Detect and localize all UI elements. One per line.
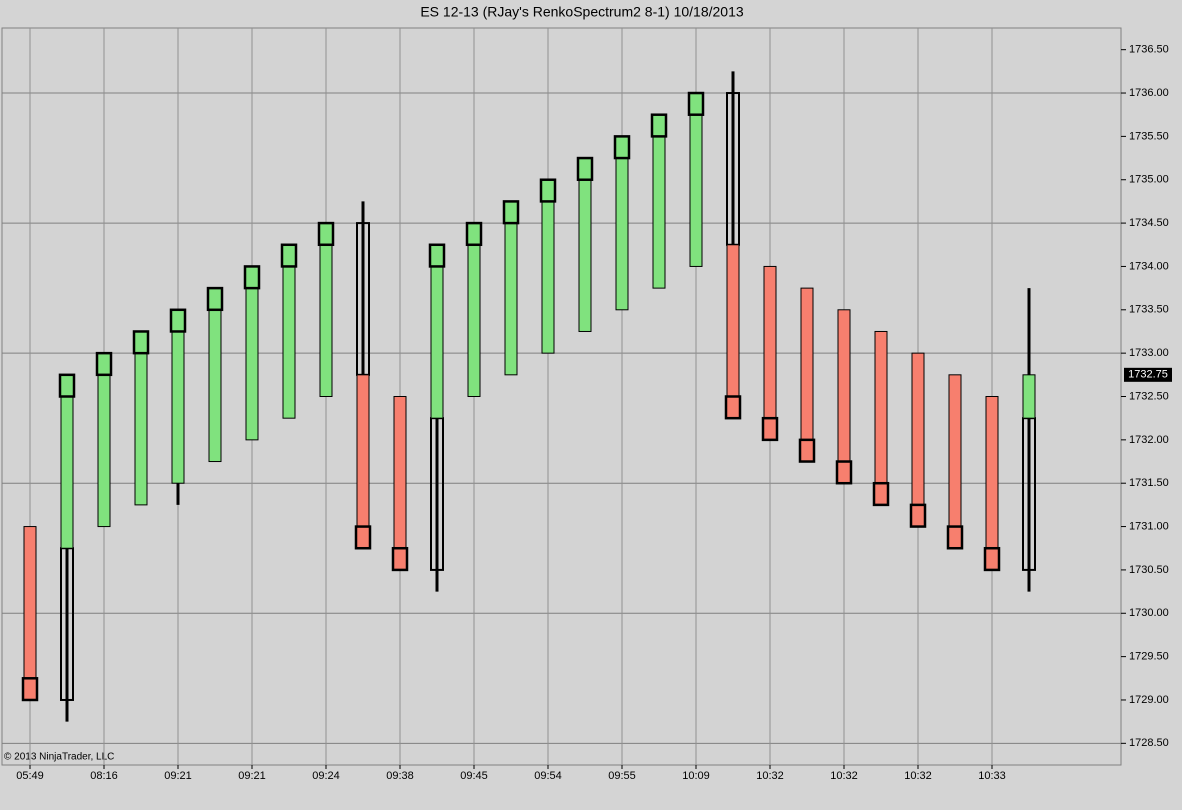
close-box: [95, 351, 113, 377]
last-price-label: 1732.75: [1128, 369, 1168, 381]
plot-area: [1, 27, 1122, 766]
x-tick-label: 09:45: [460, 770, 488, 782]
close-box: [687, 91, 705, 116]
x-tick-label: 10:32: [756, 770, 784, 782]
close-box: [502, 200, 520, 225]
x-tick-label: 09:55: [608, 770, 636, 782]
x-tick-label: 10:09: [682, 770, 710, 782]
x-tick-label: 05:49: [16, 770, 44, 782]
close-box: [539, 178, 557, 203]
y-tick-label: 1734.00: [1129, 260, 1169, 272]
close-box: [872, 481, 890, 507]
y-tick-label: 1730.00: [1129, 607, 1169, 619]
body: [319, 222, 333, 397]
y-tick-label: 1734.50: [1129, 217, 1169, 229]
x-tick-label: 10:32: [904, 770, 932, 782]
y-tick-label: 1732.00: [1129, 434, 1169, 446]
body: [837, 309, 851, 484]
x-tick-label: 10:32: [830, 770, 858, 782]
y-tick-label: 1736.00: [1129, 87, 1169, 99]
close-box: [983, 546, 1001, 572]
y-tick-label: 1733.50: [1129, 304, 1169, 316]
body: [541, 179, 555, 354]
close-box: [613, 135, 631, 160]
x-tick-label: 09:24: [312, 770, 340, 782]
body: [60, 374, 74, 549]
body: [208, 287, 222, 463]
body: [578, 157, 592, 332]
body: [504, 200, 518, 376]
last-price-box: [1124, 367, 1172, 382]
y-tick-label: 1729.00: [1129, 694, 1169, 706]
close-box: [428, 243, 446, 268]
close-box: [576, 156, 594, 181]
body: [97, 352, 111, 528]
y-tick-label: 1735.50: [1129, 130, 1169, 142]
body: [467, 222, 481, 397]
close-box: [58, 373, 76, 398]
body: [134, 330, 148, 506]
body: [948, 374, 962, 549]
x-tick-label: 09:38: [386, 770, 414, 782]
body: [430, 244, 444, 419]
body: [282, 244, 296, 419]
y-tick-label: 1729.50: [1129, 651, 1169, 663]
body: [985, 396, 999, 571]
close-box: [465, 221, 483, 247]
y-tick-label: 1732.50: [1129, 390, 1169, 402]
body: [800, 287, 814, 463]
close-box: [724, 395, 742, 420]
close-box: [169, 308, 187, 333]
y-tick-label: 1733.00: [1129, 347, 1169, 359]
close-box: [798, 438, 816, 463]
body: [171, 309, 185, 484]
close-box: [835, 460, 853, 485]
x-tick-label: 09:54: [534, 770, 562, 782]
close-box: [280, 243, 298, 268]
close-box: [21, 677, 39, 702]
x-tick-label: 10:33: [978, 770, 1006, 782]
body: [245, 265, 259, 441]
close-box: [243, 265, 261, 290]
x-tick-label: 09:21: [238, 770, 266, 782]
close-box: [650, 113, 668, 138]
body: [1022, 374, 1036, 419]
body: [652, 114, 666, 289]
y-tick-label: 1730.50: [1129, 564, 1169, 576]
body: [689, 92, 703, 267]
close-box: [761, 416, 779, 442]
close-box: [946, 525, 964, 550]
y-tick-label: 1736.50: [1129, 44, 1169, 56]
close-box: [206, 286, 224, 312]
body: [356, 374, 370, 549]
close-box: [909, 503, 927, 528]
close-box: [391, 546, 409, 572]
close-box: [317, 221, 335, 247]
close-box: [132, 330, 150, 355]
x-tick-label: 08:16: [90, 770, 118, 782]
body: [393, 396, 407, 571]
body: [874, 330, 888, 506]
body: [911, 352, 925, 528]
body: [23, 526, 37, 701]
x-tick-label: 09:21: [164, 770, 192, 782]
y-tick-label: 1731.50: [1129, 477, 1169, 489]
copyright: © 2013 NinjaTrader, LLC: [4, 752, 114, 763]
close-box: [354, 525, 372, 550]
y-tick-label: 1735.00: [1129, 174, 1169, 186]
body: [615, 135, 629, 311]
body: [763, 265, 777, 441]
chart-title: ES 12-13 (RJay's RenkoSpectrum2 8-1) 10/…: [420, 4, 744, 20]
body: [726, 244, 740, 419]
y-tick-label: 1731.00: [1129, 520, 1169, 532]
y-tick-label: 1728.50: [1129, 737, 1169, 749]
